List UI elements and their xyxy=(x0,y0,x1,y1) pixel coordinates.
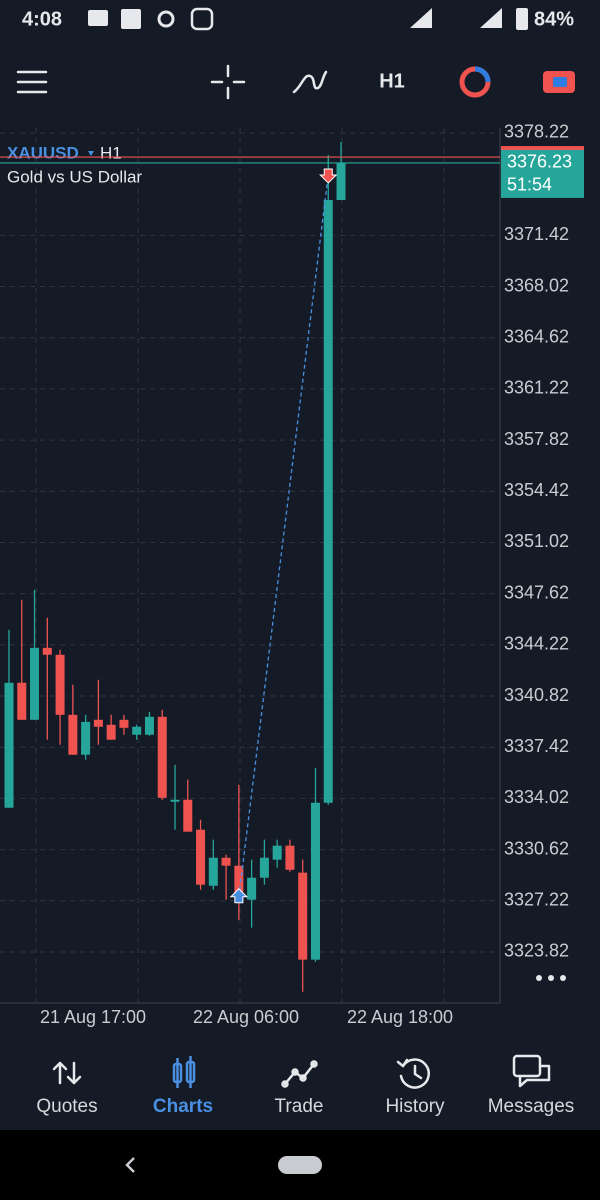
status-time: 4:08 xyxy=(22,8,62,30)
candle-body xyxy=(298,872,308,960)
candle-body xyxy=(144,716,154,735)
timeframe-button[interactable]: H1 xyxy=(379,70,405,92)
x-tick-label: 22 Aug 06:00 xyxy=(193,1007,299,1027)
candle-body xyxy=(323,199,333,803)
y-tick-label: 3378.22 xyxy=(504,122,569,142)
status-icons xyxy=(88,7,528,31)
system-home[interactable] xyxy=(278,1156,322,1174)
nav-tab[interactable]: History xyxy=(385,1096,445,1117)
candle-body xyxy=(247,877,257,900)
messages-icon xyxy=(512,1054,551,1088)
candle-body xyxy=(259,857,269,878)
quotes-icon xyxy=(52,1061,82,1085)
trade-path xyxy=(238,174,329,897)
more-button[interactable] xyxy=(536,975,566,981)
indicators-button[interactable] xyxy=(292,70,328,94)
y-tick-label: 3327.22 xyxy=(504,890,569,910)
buy-marker xyxy=(229,888,249,904)
y-tick-label: 3347.62 xyxy=(504,582,569,602)
x-tick-label: 22 Aug 18:00 xyxy=(347,1007,453,1027)
candle-body xyxy=(234,865,244,900)
chart-timeframe: H1 xyxy=(100,143,122,162)
candle-body xyxy=(157,716,167,798)
account-button[interactable] xyxy=(543,71,575,93)
symbol[interactable]: XAUUSD xyxy=(7,143,79,162)
candle-body xyxy=(208,857,218,886)
trade-clock-button[interactable] xyxy=(459,66,491,98)
y-tick-label: 3340.82 xyxy=(504,685,569,705)
candle-body xyxy=(132,726,142,735)
y-tick-label: 3330.62 xyxy=(504,838,569,858)
nav-icons xyxy=(52,1054,551,1089)
candle-body xyxy=(310,802,320,960)
y-tick-label: 3361.22 xyxy=(504,378,569,398)
y-tick-label: 3357.82 xyxy=(504,429,569,449)
nav-tab[interactable]: Trade xyxy=(275,1096,324,1117)
candle-body xyxy=(106,724,116,740)
x-tick-label: 21 Aug 17:00 xyxy=(40,1007,146,1027)
candle-body xyxy=(336,162,346,200)
y-tick-label: 3354.42 xyxy=(504,480,569,500)
candle-body xyxy=(4,682,14,808)
bid-label-box xyxy=(501,149,584,198)
chart[interactable] xyxy=(0,128,500,1003)
y-tick-label: 3337.42 xyxy=(504,736,569,756)
candle-body xyxy=(221,857,231,866)
candle-body xyxy=(93,719,103,727)
candle-body xyxy=(68,714,78,755)
candle-body xyxy=(81,721,91,755)
y-tick-label: 3364.62 xyxy=(504,326,569,346)
candle-body xyxy=(30,647,40,720)
crosshair-button[interactable] xyxy=(210,64,246,100)
system-back[interactable] xyxy=(125,1157,135,1173)
y-tick-label: 3368.02 xyxy=(504,275,569,295)
symbol-dropdown[interactable] xyxy=(88,151,94,156)
menu-button[interactable] xyxy=(16,70,48,94)
nav-tab[interactable]: Quotes xyxy=(36,1096,97,1117)
nav-tab[interactable]: Charts xyxy=(153,1096,213,1117)
y-tick-label: 3323.82 xyxy=(504,941,569,961)
candle-body xyxy=(196,829,206,885)
candle-body xyxy=(170,799,180,802)
nav-tab[interactable]: Messages xyxy=(488,1096,575,1117)
candle-body xyxy=(183,799,193,832)
battery-level: 84% xyxy=(534,8,574,30)
sell-marker xyxy=(319,168,338,184)
candle-body xyxy=(119,719,129,728)
candle-body xyxy=(42,647,52,655)
candle-body xyxy=(272,845,282,860)
candle-body xyxy=(55,654,65,715)
bid-price: 3376.23 xyxy=(507,152,572,172)
candle-body xyxy=(285,845,295,870)
candle-body xyxy=(17,682,27,720)
y-tick-label: 3351.02 xyxy=(504,531,569,551)
trade-icon xyxy=(281,1060,318,1088)
y-tick-label: 3344.22 xyxy=(504,634,569,654)
y-tick-label: 3334.02 xyxy=(504,787,569,807)
y-tick-label: 3371.42 xyxy=(504,224,569,244)
bar-countdown: 51:54 xyxy=(507,175,552,195)
symbol-description: Gold vs US Dollar xyxy=(7,167,142,186)
charts-icon xyxy=(172,1056,196,1088)
history-icon xyxy=(396,1058,430,1089)
